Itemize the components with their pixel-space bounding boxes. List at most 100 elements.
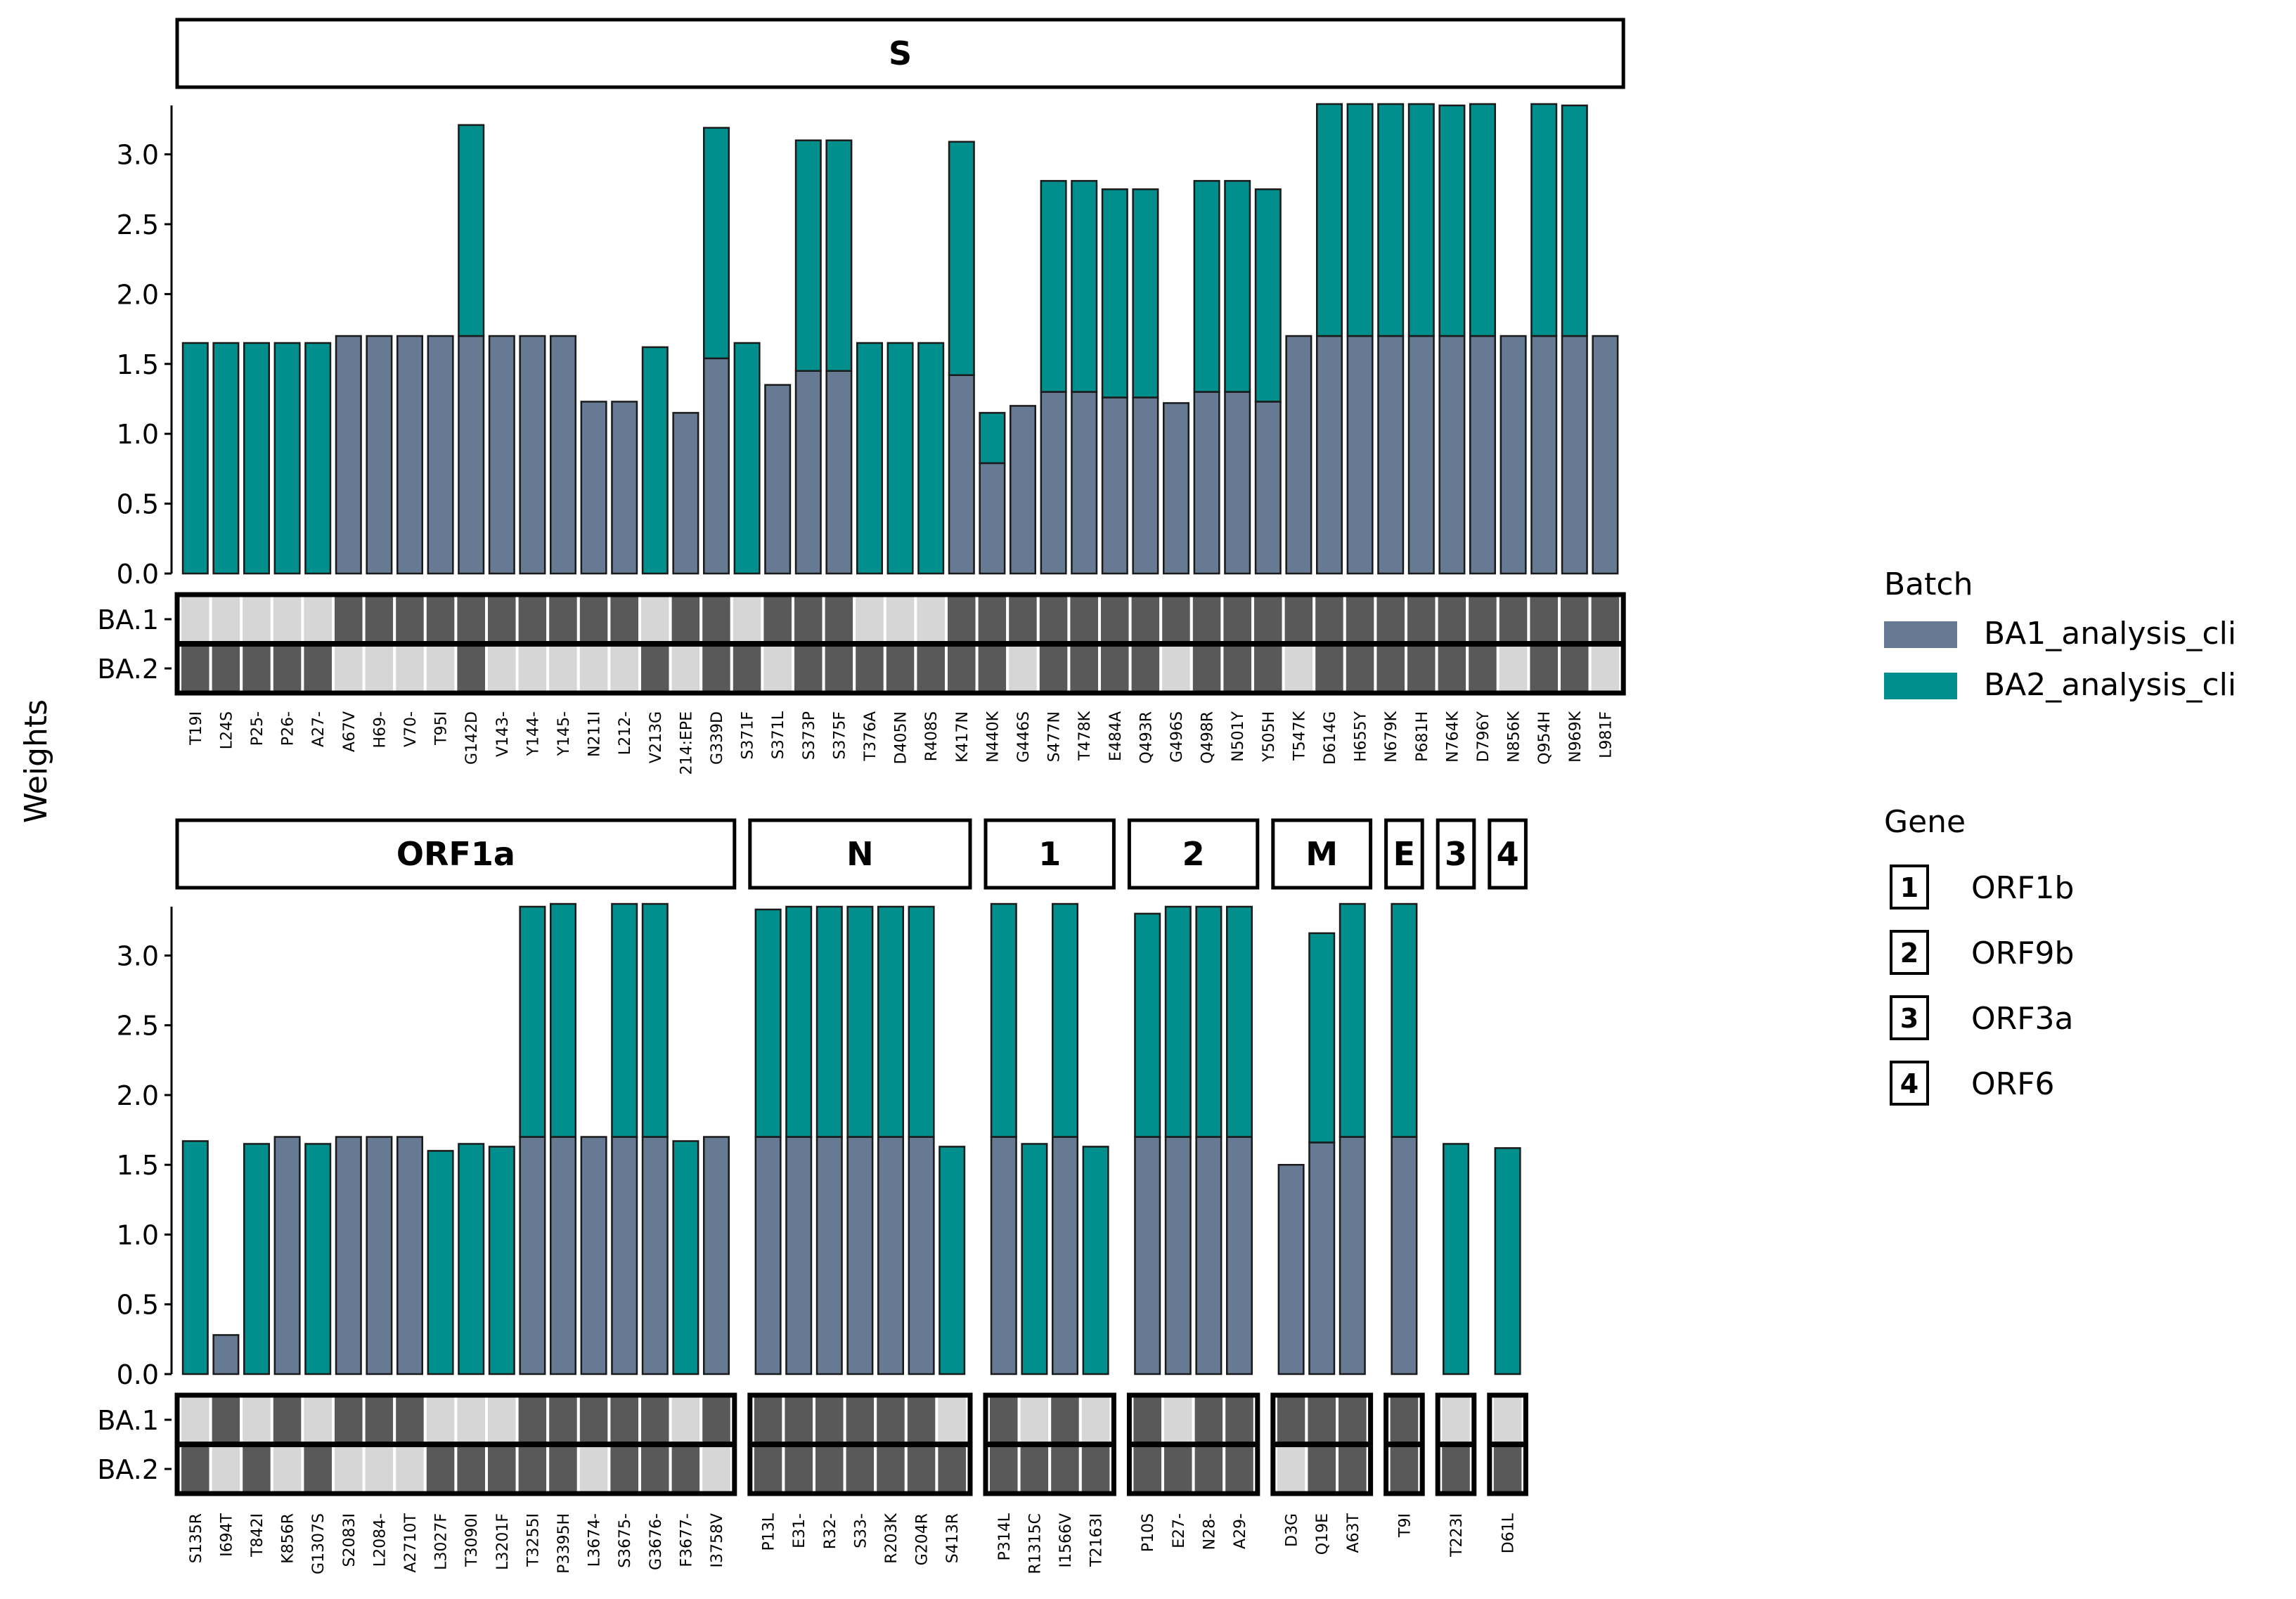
legend-gene-label: ORF3a [1971, 1001, 2073, 1037]
bar-ba1-Y145- [550, 335, 576, 575]
mutation-label: A63T [1345, 1513, 1362, 1553]
tile-ba1-S371L [761, 593, 795, 645]
tile-ba2-T2163I [1078, 1443, 1113, 1495]
tile-ba1-T95I [423, 593, 458, 645]
legend-gene-key: 1 [1900, 872, 1918, 903]
mutation-label: V143- [494, 711, 512, 757]
mutation-label: T3255I [524, 1513, 542, 1567]
bar-ba1-I1566V [1052, 1136, 1078, 1375]
mutation-label: V70- [402, 711, 420, 747]
bar-ba1-Y144- [519, 335, 546, 575]
mutation-label: G339D [709, 711, 726, 765]
mutation-label: N28- [1201, 1513, 1218, 1550]
bar-ba2-S3675- [611, 902, 638, 1138]
tile-ba1-G3676- [638, 1394, 672, 1446]
legend-gene-key: 2 [1900, 938, 1918, 969]
bar-ba1-214:EPE [672, 412, 699, 575]
tile-ba2-G204R [904, 1443, 939, 1495]
bar-ba1-Y505H [1254, 401, 1282, 575]
mutation-label: Q498R [1199, 711, 1217, 764]
bar-ba1-A29- [1226, 1136, 1253, 1375]
tile-ba2-L3201F [485, 1443, 519, 1495]
tile-ba2-A2710T [393, 1443, 427, 1495]
tile-ba2-A63T [1336, 1443, 1369, 1495]
tile-ba1-S477N [1036, 593, 1071, 645]
y-tick-label: 1.5 [117, 349, 159, 380]
tile-ba2-214:EPE [669, 642, 703, 694]
mutation-label: E31- [791, 1513, 808, 1548]
mutation-label: E27- [1170, 1513, 1188, 1548]
y-axis-label: Weights [18, 699, 54, 823]
mutation-label: L981F [1597, 711, 1615, 758]
facet-strip-label: 2 [1182, 835, 1205, 873]
bar-ba2-P25- [243, 342, 270, 575]
bar-ba2-T223I [1443, 1143, 1469, 1375]
bar-ba2-D614G [1316, 103, 1343, 337]
tile-ba2-S2083I [332, 1443, 366, 1495]
gene-panel-S: S T19I L24S P25- P26- A27- A67V H69- V70- T95I G14… [174, 18, 1626, 775]
tile-ba2-T842I [240, 1443, 273, 1495]
y-axis: 0.0 0.5 1.0 1.5 2.0 2.5 3.0 [117, 105, 173, 590]
bar-ba2-S135R [181, 1140, 209, 1375]
batch-label: BA.1 [97, 604, 159, 635]
bar-ba1-Q19E [1308, 1141, 1336, 1375]
tile-ba2-R32- [813, 1443, 846, 1495]
tile-ba1-N764K [1435, 593, 1469, 645]
mutation-label: K856R [280, 1513, 297, 1564]
facet-strip [1127, 818, 1260, 890]
bar-ba1-Q954H [1530, 335, 1558, 575]
facet-strip-label: M [1305, 835, 1338, 873]
tile-ba1-R203K [874, 1394, 908, 1446]
tile-ba1-S3675- [607, 1394, 642, 1446]
legend-batch-swatch [1884, 621, 1957, 648]
bar-ba2-K417N [948, 141, 975, 376]
y-tick-label: 2.0 [117, 1080, 159, 1111]
mutation-label: L3027F [433, 1513, 451, 1570]
mutation-label: L3674- [586, 1513, 604, 1567]
bar-ba2-N969K [1561, 104, 1588, 337]
bar-ba1-N440K [979, 462, 1006, 575]
tile-ba1-S2083I [332, 1394, 366, 1446]
bar-ba1-H655Y [1346, 335, 1374, 575]
tile-ba2-S375F [822, 642, 856, 694]
y-tick-label: 3.0 [117, 940, 159, 971]
tile-ba1-E27- [1161, 1394, 1195, 1446]
bar-ba1-P681H [1407, 335, 1435, 575]
bar-ba2-G339D [703, 127, 730, 360]
bar-ba1-N764K [1438, 335, 1466, 575]
bar-ba1-K417N [948, 374, 975, 575]
bar-ba2-Q954H [1530, 103, 1558, 337]
bar-ba1-A63T [1339, 1136, 1366, 1375]
bar-ba2-R203K [877, 905, 904, 1138]
tile-ba2-A29- [1223, 1443, 1256, 1495]
tile-ba2-N764K [1435, 642, 1469, 694]
bar-ba1-A2710T [396, 1136, 423, 1375]
tile-ba1-I694T [209, 1394, 243, 1446]
tile-ba2-D796Y [1466, 642, 1500, 694]
tile-ba2-I3758V [699, 1443, 733, 1495]
mutation-label: D405N [893, 711, 910, 764]
mutation-label: A67V [341, 711, 359, 752]
tile-ba1-Q954H [1527, 593, 1561, 645]
bar-ba2-H655Y [1346, 103, 1374, 337]
legend-gene-key-box [1890, 930, 1929, 975]
tile-ba2-S33- [843, 1443, 877, 1495]
tile-ba1-K856R [270, 1394, 304, 1446]
tile-ba2-P10S [1130, 1443, 1165, 1495]
bar-ba2-Q19E [1308, 932, 1336, 1144]
mutation-label: G496S [1168, 711, 1186, 763]
legend: Batch BA1_analysis_cli BA2_analysis_cli Gen… [1884, 567, 2236, 1106]
mutation-label: H69- [371, 711, 389, 748]
facet-strip [983, 818, 1116, 890]
tile-ba2-G339D [699, 642, 733, 694]
mutation-label: S413R [944, 1513, 962, 1563]
tile-ba2-N501Y [1220, 642, 1255, 694]
facet-strip [1488, 818, 1528, 890]
tile-ba2-T9I [1387, 1443, 1421, 1495]
facet-strip [175, 818, 737, 890]
tile-ba1-E484A [1098, 593, 1132, 645]
tile-ba1-N969K [1558, 593, 1592, 645]
bar-ba2-D796Y [1469, 103, 1496, 337]
y-tick-label: 0.5 [117, 489, 159, 520]
